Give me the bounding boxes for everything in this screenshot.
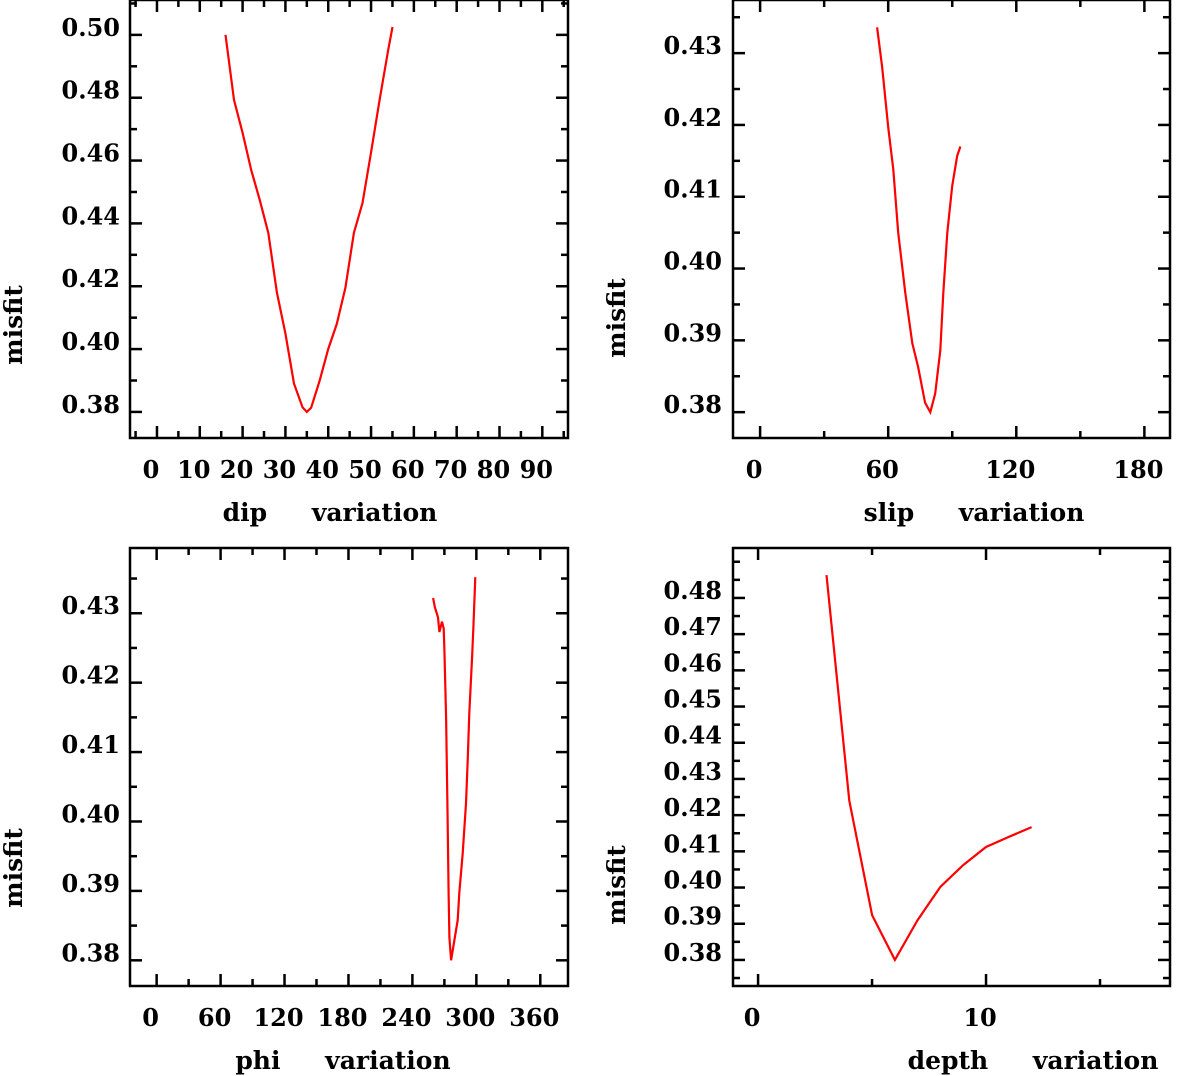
- x-tick-label: 0: [142, 1003, 159, 1032]
- y-tick-label: 0.40: [664, 866, 722, 895]
- plot-frame: [128, 0, 570, 440]
- y-tick-label: 0.43: [62, 591, 120, 620]
- y-tick-label: 0.40: [664, 247, 722, 276]
- x-tick-label: 0: [744, 1003, 761, 1032]
- x-tick-label: 60: [865, 455, 898, 484]
- y-tick-label: 0.39: [664, 318, 722, 347]
- misfit-curve: [224, 26, 394, 414]
- y-tick-label: 0.43: [664, 31, 722, 60]
- y-tick-label: 0.42: [62, 661, 120, 690]
- x-tick-label: 0: [746, 455, 763, 484]
- y-tick-label: 0.46: [62, 139, 120, 168]
- x-axis-title: slip variation: [864, 498, 1085, 527]
- x-tick-label: 90: [520, 455, 553, 484]
- y-axis-title: misfit: [602, 845, 631, 925]
- x-tick-label: 120: [253, 1003, 303, 1032]
- y-tick-label: 0.41: [664, 175, 722, 204]
- x-tick-label: 360: [509, 1003, 559, 1032]
- x-tick-label: 70: [434, 455, 467, 484]
- y-tick-label: 0.42: [62, 264, 120, 293]
- x-tick-label: 20: [220, 455, 253, 484]
- x-tick-label: 50: [348, 455, 381, 484]
- x-tick-label: 0: [143, 455, 160, 484]
- y-tick-label: 0.40: [62, 327, 120, 356]
- y-tick-label: 0.40: [62, 799, 120, 828]
- plot-frame: [731, 546, 1172, 988]
- x-tick-label: 300: [445, 1003, 495, 1032]
- y-tick-label: 0.48: [664, 576, 722, 605]
- panel-4: 0 10 0.38 0.39 0.40 0.41 0.42 0.43 0.44 0.45 0.46 0…: [602, 546, 1172, 1075]
- y-tick-label: 0.45: [664, 685, 722, 714]
- y-tick-label: 0.42: [664, 793, 722, 822]
- x-axis-title: depth variation: [908, 1046, 1159, 1075]
- y-tick-label: 0.38: [62, 938, 120, 967]
- panel-1: 0 10 20 30 40 50 60 70 80 90 0.38 0.40 0.42 0.44 0.46 0…: [0, 0, 570, 527]
- y-tick-label: 0.41: [62, 730, 120, 759]
- x-tick-label: 30: [263, 455, 296, 484]
- y-tick-label: 0.43: [664, 757, 722, 786]
- y-axis-title: misfit: [0, 285, 28, 365]
- x-tick-label: 60: [198, 1003, 231, 1032]
- x-tick-label: 120: [985, 455, 1035, 484]
- x-axis-title: phi variation: [235, 1046, 450, 1075]
- y-tick-label: 0.44: [62, 201, 120, 230]
- y-tick-label: 0.46: [664, 648, 722, 677]
- plot-frame: [128, 546, 570, 988]
- x-tick-label: 10: [963, 1003, 996, 1032]
- misfit-curve: [876, 27, 962, 416]
- x-tick-label: 40: [306, 455, 339, 484]
- x-tick-label: 240: [381, 1003, 431, 1032]
- y-tick-label: 0.38: [664, 390, 722, 419]
- y-tick-label: 0.38: [664, 938, 722, 967]
- y-tick-label: 0.38: [62, 390, 120, 419]
- y-tick-label: 0.47: [664, 612, 722, 641]
- y-tick-label: 0.44: [664, 721, 722, 750]
- y-axis-title: misfit: [602, 278, 631, 358]
- misfit-curve: [825, 574, 1033, 963]
- x-tick-label: 60: [391, 455, 424, 484]
- x-tick-label: 10: [177, 455, 210, 484]
- misfit-curve: [432, 577, 477, 961]
- y-tick-label: 0.41: [664, 829, 722, 858]
- y-tick-label: 0.50: [62, 13, 120, 42]
- x-tick-label: 180: [1113, 455, 1163, 484]
- panel-2: 0 60 120 180 0.38 0.39 0.40 0.41 0.42 0.43 slip va…: [602, 0, 1172, 527]
- y-tick-label: 0.42: [664, 103, 722, 132]
- panel-3: 0 60 120 180 240 300 360 0.38 0.39 0.40 0.41 0.42 0.…: [0, 546, 570, 1075]
- y-axis-title: misfit: [0, 828, 28, 908]
- y-tick-label: 0.39: [62, 869, 120, 898]
- x-tick-label: 180: [317, 1003, 367, 1032]
- y-tick-label: 0.48: [62, 76, 120, 105]
- x-tick-label: 80: [477, 455, 510, 484]
- plot-frame: [731, 0, 1172, 440]
- y-tick-label: 0.39: [664, 902, 722, 931]
- x-axis-title: dip variation: [223, 498, 438, 527]
